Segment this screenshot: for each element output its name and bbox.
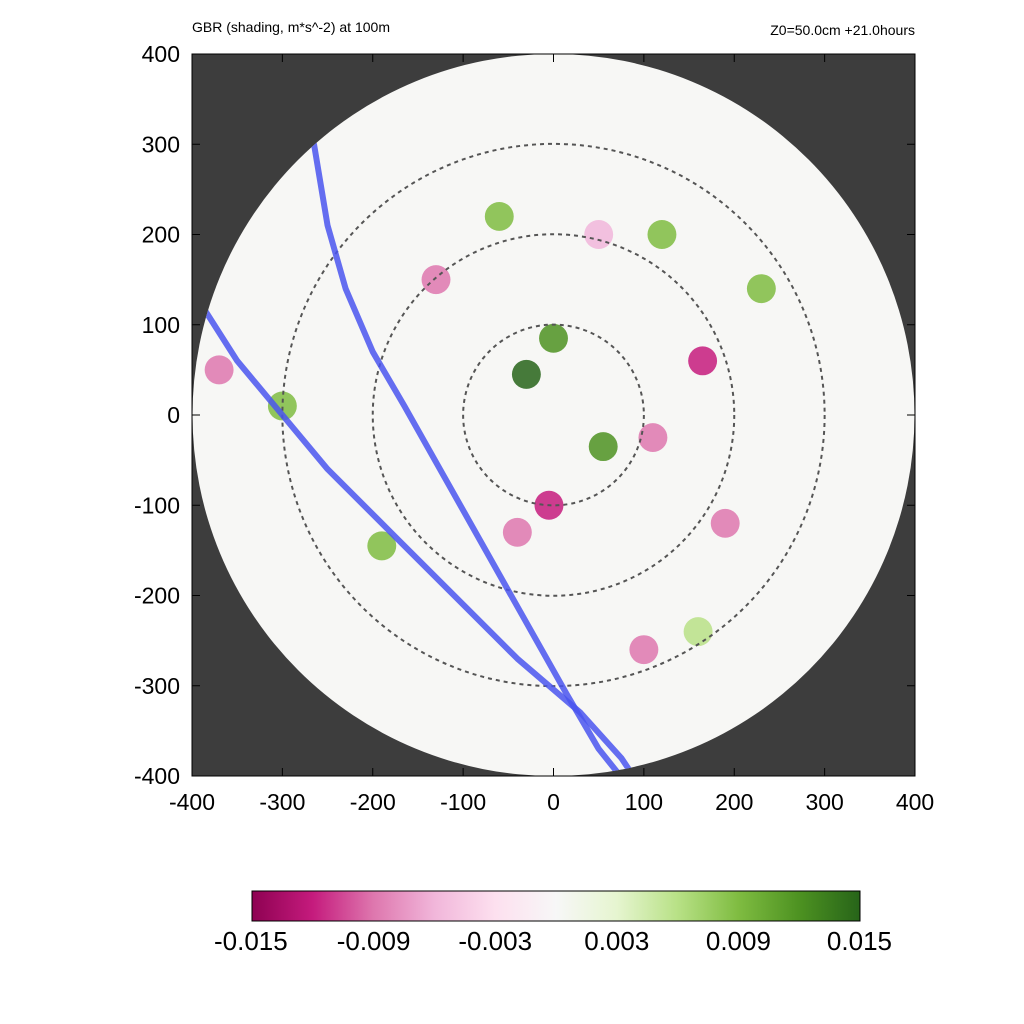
- field-patch-12: [710, 508, 740, 538]
- field-patch-0: [511, 359, 541, 389]
- x-tick-label: -200: [350, 789, 396, 815]
- field-patch-15: [484, 201, 514, 231]
- y-tick-label: 200: [142, 222, 180, 248]
- colorbar-tick-label: -0.015: [214, 926, 288, 956]
- y-tick-label: -100: [134, 492, 180, 518]
- y-tick-label: -200: [134, 583, 180, 609]
- y-tick-label: 300: [142, 131, 180, 157]
- x-tick-label: 100: [625, 789, 663, 815]
- x-tick-label: -100: [440, 789, 486, 815]
- field-patch-7: [367, 531, 397, 561]
- field-patch-9: [647, 220, 677, 249]
- field-patch-2: [588, 432, 618, 462]
- field-patch-3: [688, 346, 718, 376]
- chart-title: GBR (shading, m*s^-2) at 100m: [192, 19, 390, 35]
- colorbar-tick-label: -0.003: [458, 926, 532, 956]
- field-patch-14: [683, 617, 713, 647]
- colorbar-tick-label: -0.009: [337, 926, 411, 956]
- field-patch-6: [638, 423, 668, 453]
- field-patch-13: [629, 635, 659, 665]
- colorbar-gradient: [251, 890, 861, 922]
- y-tick-label: -300: [134, 673, 180, 699]
- x-tick-label: 400: [896, 789, 934, 815]
- x-tick-label: -400: [169, 789, 215, 815]
- y-tick-label: 100: [142, 312, 180, 338]
- field-patch-10: [746, 274, 776, 304]
- track-line-2: [202, 308, 634, 775]
- colorbar-tick-label: 0.009: [706, 926, 771, 956]
- colorbar: -0.015 -0.009 -0.003 0.003 0.009 0.015: [214, 890, 892, 956]
- x-tick-label: 300: [805, 789, 843, 815]
- x-tick-label: 200: [715, 789, 753, 815]
- range-ring-200: [371, 233, 736, 597]
- field-patch-16: [204, 355, 234, 385]
- field-patch-1: [539, 323, 568, 353]
- colorbar-tick-label: 0.015: [827, 926, 892, 956]
- x-tick-label: -300: [259, 789, 305, 815]
- y-tick-label: 400: [142, 41, 180, 67]
- axes: -400 -300 -200 -100 0 100 200 300 400 400 300 200 10…: [134, 41, 934, 815]
- range-ring-100: [462, 323, 645, 507]
- field-patch-11: [267, 391, 297, 421]
- x-tick-label: 0: [547, 789, 560, 815]
- field-patch-8: [421, 265, 451, 295]
- field-patch-17: [584, 220, 614, 249]
- model-domain-disc: [192, 54, 915, 776]
- y-tick-label: -400: [134, 763, 180, 789]
- colorbar-tick-label: 0.003: [584, 926, 649, 956]
- field-patch-5: [502, 517, 532, 547]
- chart-subtitle: Z0=50.0cm +21.0hours: [770, 22, 915, 38]
- track-layer: [202, 141, 634, 775]
- y-tick-label: 0: [167, 402, 180, 428]
